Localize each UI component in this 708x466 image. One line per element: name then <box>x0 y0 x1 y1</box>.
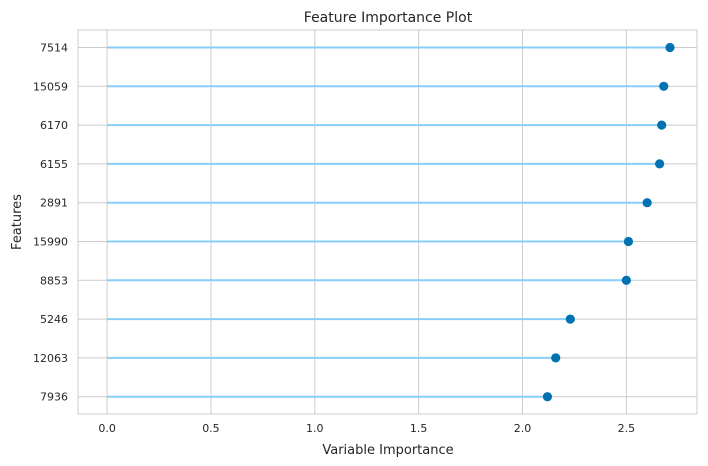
y-axis-label: Features <box>10 194 25 250</box>
plot-frame <box>77 29 698 415</box>
x-tick-label: 1.0 <box>306 422 324 435</box>
y-tick-label: 7936 <box>40 391 68 404</box>
x-tick-labels: 0.0 0.5 1.0 1.5 2.0 2.5 <box>98 422 635 435</box>
y-tick-label: 12063 <box>33 352 68 365</box>
importance-marker <box>542 392 553 402</box>
x-tick-label: 0.0 <box>98 422 116 435</box>
marker-layer <box>542 42 675 402</box>
importance-marker <box>655 159 665 169</box>
importance-marker <box>665 42 675 53</box>
chart-title: Feature Importance Plot <box>304 10 473 26</box>
importance-marker <box>565 314 575 324</box>
y-tick-labels: 7514 15059 6170 6155 2891 15990 8853 5246 12063 7… <box>33 42 68 404</box>
y-tick-label: 5246 <box>40 313 68 326</box>
stem-layer <box>107 46 670 398</box>
x-tick-label: 2.5 <box>618 422 636 435</box>
importance-marker <box>642 198 652 208</box>
x-tick-label: 0.5 <box>202 422 220 435</box>
importance-marker <box>551 353 561 363</box>
importance-marker <box>621 275 631 285</box>
x-axis-label: Variable Importance <box>322 443 453 458</box>
importance-marker <box>659 81 669 91</box>
x-tick-label: 2.0 <box>514 422 532 435</box>
y-tick-label: 7514 <box>40 42 68 55</box>
y-tick-label: 15059 <box>33 80 68 93</box>
importance-marker <box>657 120 667 130</box>
x-tick-label: 1.5 <box>410 422 428 435</box>
grid-layer <box>78 30 697 414</box>
y-tick-label: 6170 <box>40 119 68 132</box>
y-tick-label: 15990 <box>33 236 68 249</box>
y-tick-label: 8853 <box>40 274 68 287</box>
y-tick-label: 6155 <box>40 158 68 171</box>
importance-marker <box>623 236 634 247</box>
y-tick-label: 2891 <box>40 197 68 210</box>
